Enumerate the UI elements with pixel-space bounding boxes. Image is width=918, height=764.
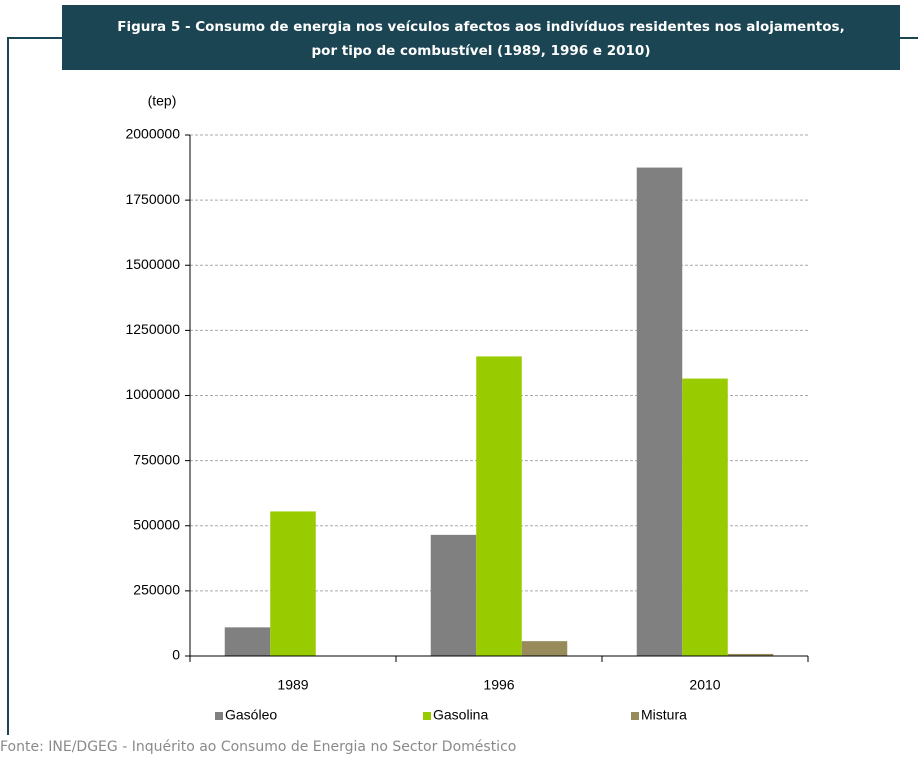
- y-tick-label: 0: [172, 647, 180, 663]
- chart-title: Figura 5 - Consumo de energia nos veícul…: [117, 19, 844, 35]
- y-axis-label: (tep): [148, 93, 177, 109]
- bar: [682, 378, 728, 656]
- legend-swatch: [631, 712, 639, 720]
- x-tick-label: 1989: [277, 677, 308, 693]
- y-tick-label: 1500000: [125, 256, 180, 272]
- x-tick-label: 2010: [689, 677, 720, 693]
- bar: [636, 167, 683, 656]
- y-tick-label: 1000000: [125, 386, 180, 402]
- frame: [7, 37, 918, 735]
- legend-label: Gasóleo: [225, 707, 277, 723]
- bar: [430, 534, 477, 656]
- legend-label: Gasolina: [433, 707, 488, 723]
- x-tick-label: 1996: [483, 677, 514, 693]
- legend-swatch: [423, 712, 431, 720]
- y-tick-label: 1750000: [125, 191, 180, 207]
- bar: [476, 356, 522, 656]
- bar: [224, 627, 271, 656]
- y-tick-label: 500000: [133, 516, 180, 532]
- chart-title: por tipo de combustível (1989, 1996 e 20…: [312, 43, 651, 59]
- y-tick-label: 750000: [133, 451, 180, 467]
- bar: [727, 653, 774, 656]
- title-box: [62, 5, 900, 70]
- y-tick-label: 2000000: [125, 126, 180, 142]
- bar: [521, 641, 568, 656]
- legend-swatch: [215, 712, 223, 720]
- y-tick-label: 250000: [133, 582, 180, 598]
- legend-label: Mistura: [641, 707, 687, 723]
- source: Fonte: INE/DGEG - Inquérito ao Consumo d…: [0, 739, 516, 755]
- bar: [270, 511, 316, 656]
- y-tick-label: 1250000: [125, 321, 180, 337]
